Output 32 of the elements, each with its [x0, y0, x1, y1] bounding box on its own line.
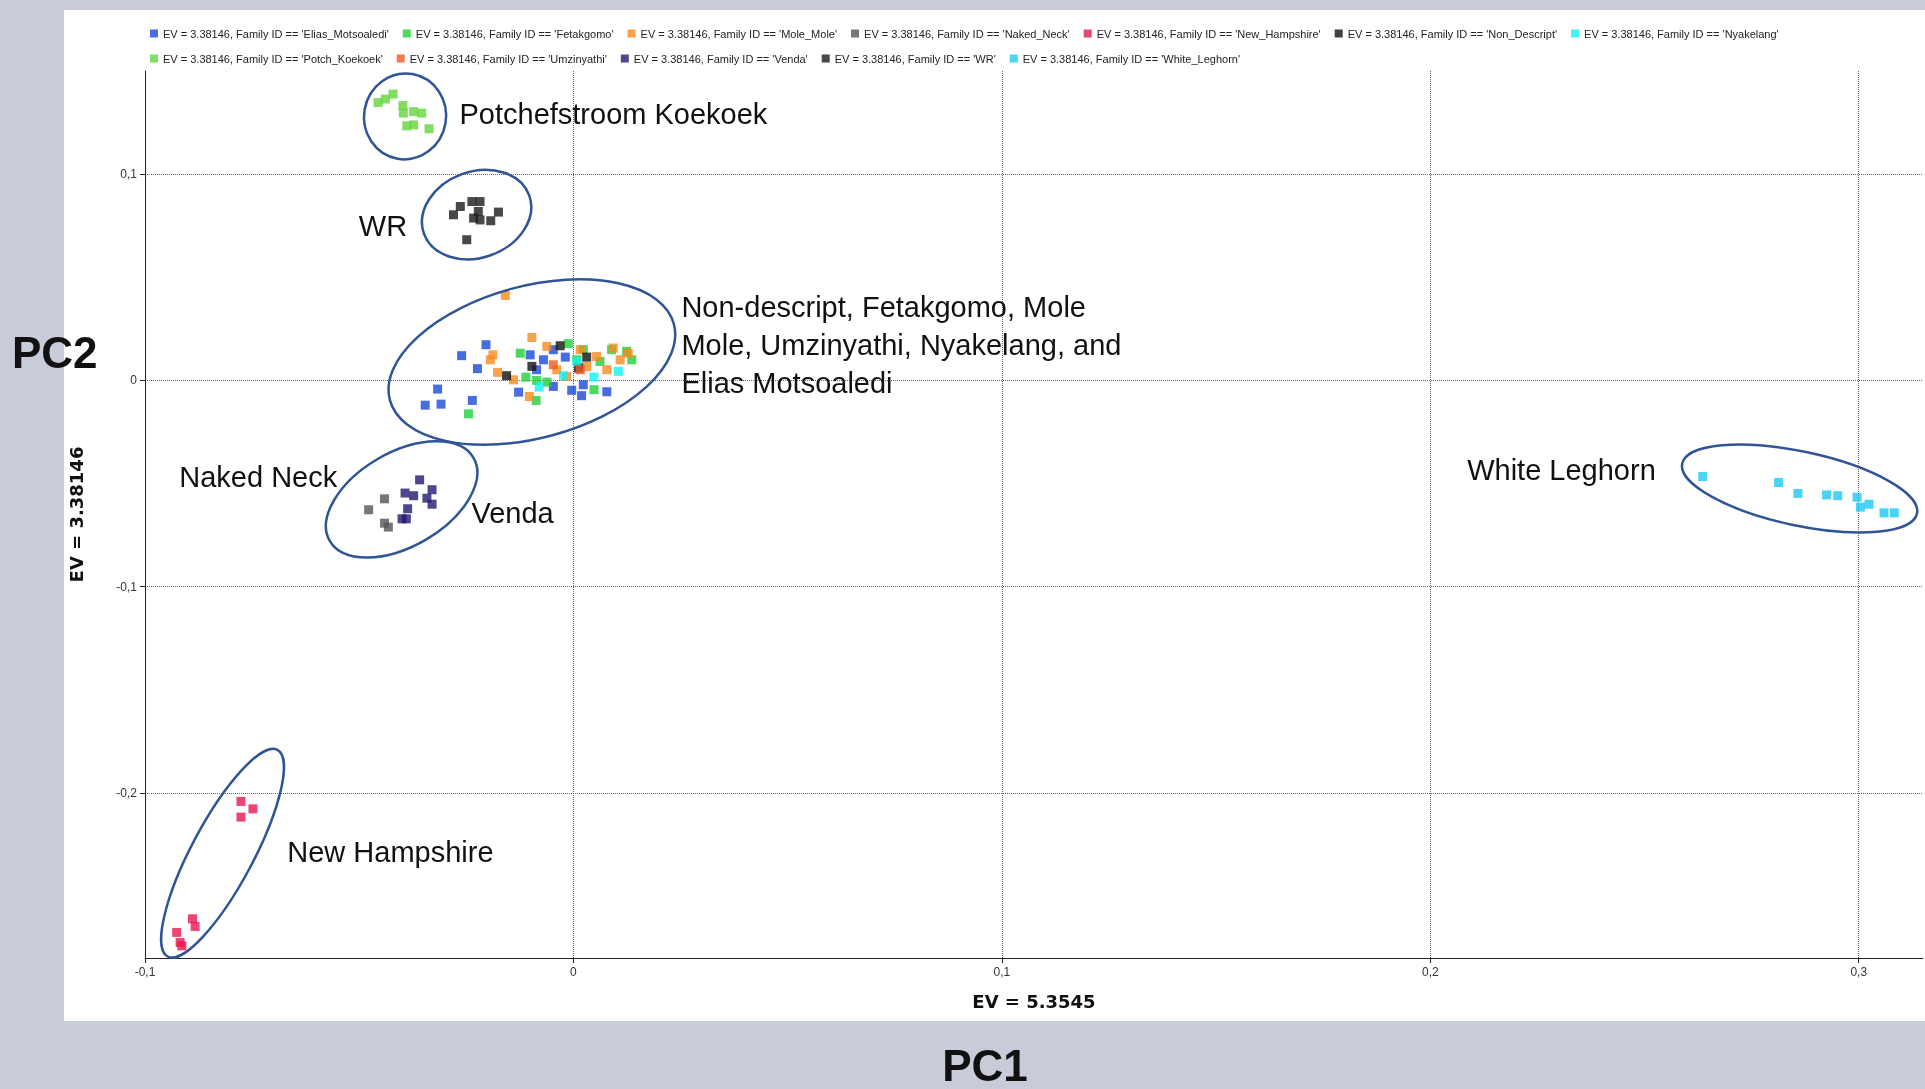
legend-label: EV = 3.38146, Family ID == 'Venda': [633, 52, 808, 65]
y-tick-label: 0,1: [120, 167, 138, 182]
y-tick-label: 0: [130, 373, 138, 388]
legend-label: EV = 3.38146, Family ID == 'Fetakgomo': [415, 27, 614, 40]
x-axis-title: EV = 5.3545: [972, 990, 1096, 1012]
annotation: Venda: [471, 497, 555, 530]
annotation: Naked Neck: [179, 461, 338, 494]
x-tick-label: 0: [570, 965, 578, 979]
x-tick-label: -0,1: [134, 965, 156, 979]
legend-label: EV = 3.38146, Family ID == 'Mole_Mole': [640, 27, 838, 40]
y-tick-label: -0,2: [116, 785, 138, 800]
legend-label: EV = 3.38146, Family ID == 'New_Hampshire': [1096, 27, 1321, 40]
x-tick-label: 0,2: [1421, 965, 1439, 979]
text: PC1: [942, 1040, 1028, 1089]
annotation: White Leghorn: [1467, 454, 1656, 487]
y-tick-label: -0,1: [116, 579, 138, 594]
annotation: Potchefstroom Koekoek: [459, 98, 768, 131]
legend-label: EV = 3.38146, Family ID == 'White_Leghorn': [1022, 52, 1241, 65]
y-axis-title: EV = 3.38146: [65, 446, 87, 583]
annotation: New Hampshire: [287, 835, 494, 868]
annotation: WR: [358, 209, 408, 242]
legend-label: EV = 3.38146, Family ID == 'Non_Descript': [1347, 27, 1558, 40]
legend-label: EV = 3.38146, Family ID == 'WR': [834, 52, 996, 65]
text: PC2: [12, 327, 98, 377]
annotation: Non-descript, Fetakgomo, Mole Mole, Umzinyathi, Nyakelang, and Elias Motsoaledi: [681, 290, 1122, 399]
legend-label: EV = 3.38146, Family ID == 'Potch_Koekoek': [163, 52, 383, 65]
legend-label: EV = 3.38146, Family ID == 'Elias_Motsoaledi': [163, 27, 389, 40]
x-tick-label: 0,3: [1850, 965, 1868, 979]
legend-label: EV = 3.38146, Family ID == 'Umzinyathi': [409, 52, 607, 65]
legend-label: EV = 3.38146, Family ID == 'Nyakelang': [1584, 27, 1779, 40]
legend-label: EV = 3.38146, Family ID == 'Naked_Neck': [864, 27, 1070, 40]
x-tick-label: 0,1: [993, 965, 1011, 979]
